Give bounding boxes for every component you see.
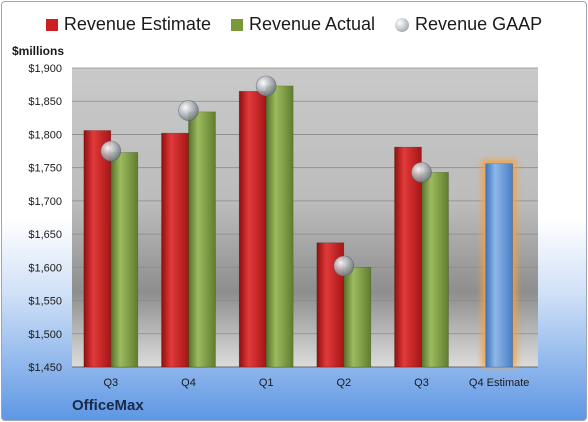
- bar-revenue-actual: [343, 267, 372, 368]
- y-tick-label: $1,750: [28, 163, 62, 175]
- legend-label-actual: Revenue Actual: [248, 14, 376, 34]
- bar-q4-estimate: [485, 163, 513, 368]
- marker-revenue-gaap: [411, 161, 432, 183]
- legend-label-estimate: Revenue Estimate: [63, 14, 211, 34]
- legend: Revenue Estimate Revenue Actual Revenue …: [0, 14, 588, 35]
- y-tick-label: $1,900: [28, 63, 62, 75]
- y-tick-label: $1,500: [28, 329, 62, 341]
- x-tick-label: Q1: [259, 377, 274, 389]
- y-tick-label: $1,800: [28, 129, 62, 141]
- legend-item-gaap: Revenue GAAP: [395, 14, 542, 35]
- bar-revenue-actual: [421, 172, 449, 368]
- legend-item-actual: Revenue Actual: [230, 14, 376, 35]
- marker-revenue-gaap: [100, 140, 122, 162]
- bar-revenue-actual: [110, 152, 139, 368]
- bar-revenue-estimate: [238, 90, 267, 368]
- legend-swatch-gaap: [395, 17, 410, 32]
- legend-swatch-actual: [230, 18, 243, 31]
- bar-revenue-actual: [188, 111, 216, 368]
- x-tick-label: Q2: [336, 377, 351, 389]
- y-tick-label: $1,700: [28, 196, 62, 208]
- y-tick-label: $1,600: [28, 262, 62, 274]
- legend-item-estimate: Revenue Estimate: [45, 14, 211, 35]
- plot-background: [72, 68, 538, 367]
- y-tick-label: $1,450: [28, 362, 62, 374]
- marker-revenue-gaap: [333, 255, 355, 277]
- x-tick-label: Q3: [414, 377, 429, 389]
- legend-swatch-estimate: [45, 18, 58, 31]
- x-tick-label: Q4: [181, 377, 196, 389]
- marker-revenue-gaap: [255, 75, 277, 97]
- company-label: OfficeMax: [72, 397, 144, 414]
- bar-revenue-actual: [265, 85, 294, 368]
- bar-revenue-estimate: [394, 146, 422, 368]
- bar-revenue-estimate: [83, 130, 112, 368]
- y-tick-label: $1,650: [28, 229, 62, 241]
- marker-revenue-gaap: [178, 100, 199, 121]
- legend-label-gaap: Revenue GAAP: [415, 14, 543, 34]
- y-tick-label: $1,850: [28, 96, 62, 108]
- x-tick-label: Q3: [103, 377, 118, 389]
- x-tick-label: Q4 Estimate: [469, 377, 530, 389]
- y-tick-label: $1,550: [28, 296, 62, 308]
- y-axis-unit-label: $millions: [12, 44, 65, 58]
- bar-revenue-estimate: [161, 132, 189, 368]
